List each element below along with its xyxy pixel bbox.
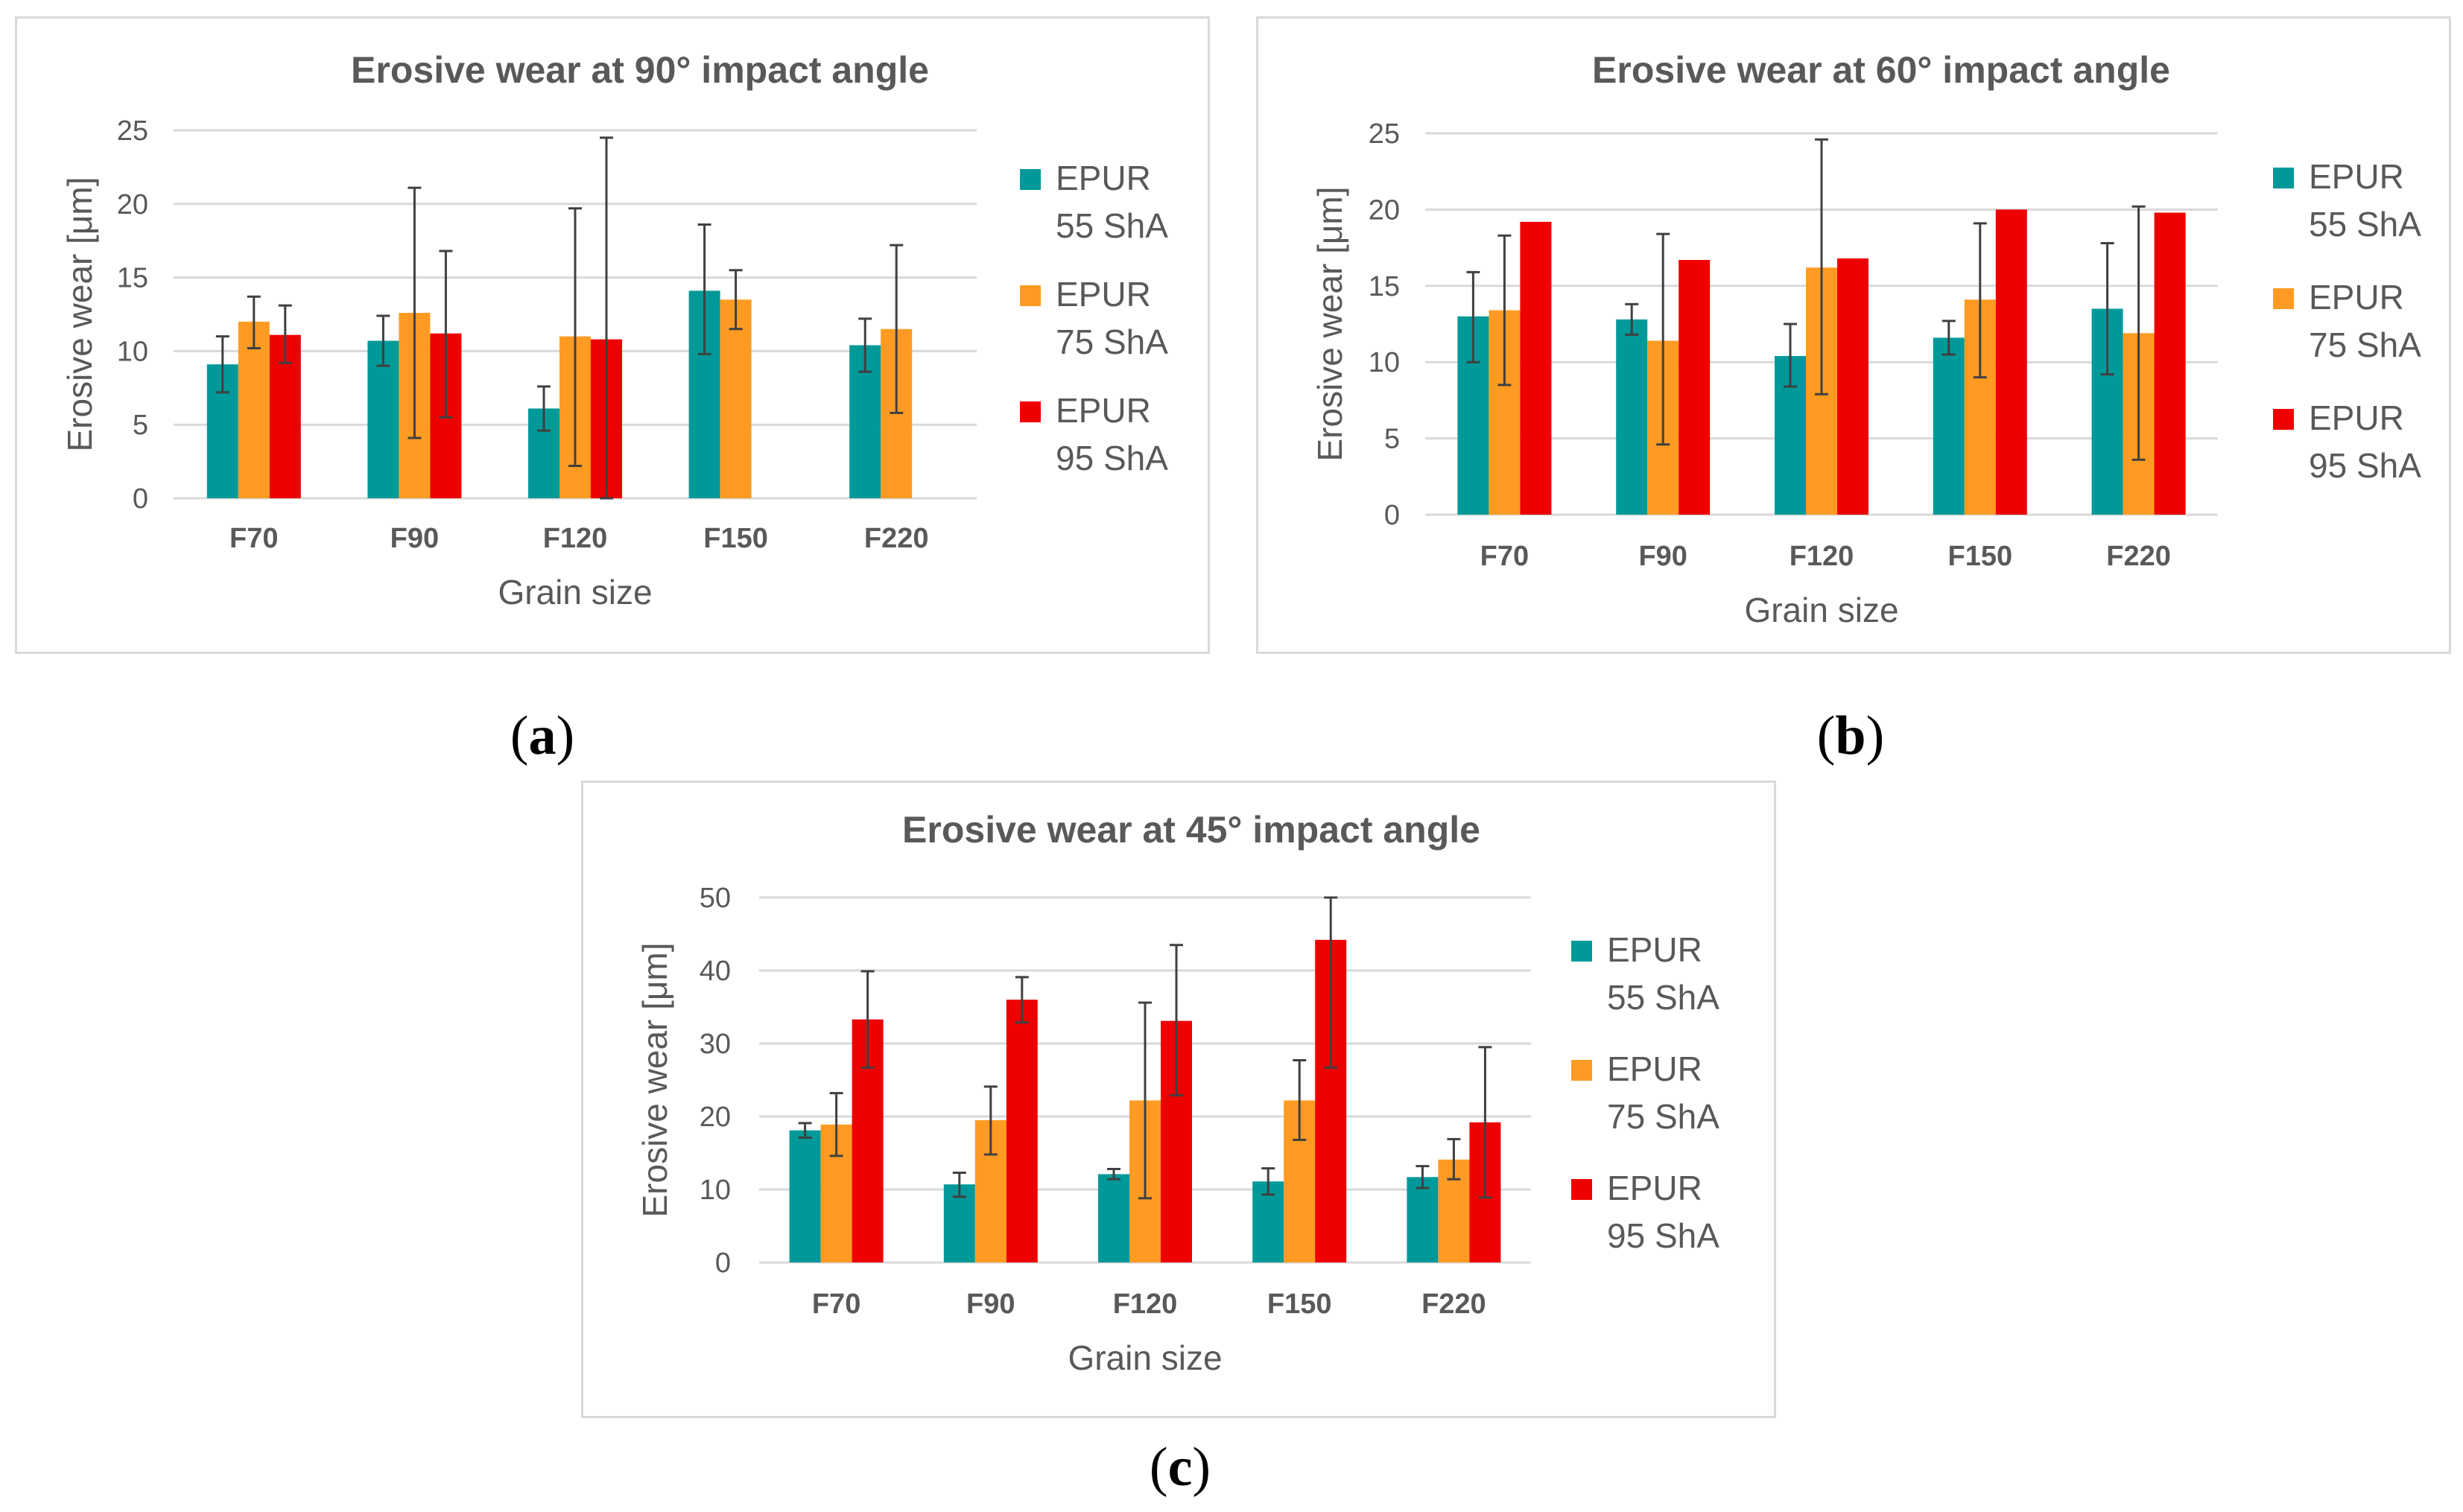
x-tick-label: F70 <box>1480 541 1529 572</box>
chart-title: Erosive wear at 90° impact angle <box>351 49 929 91</box>
bar-epur55-f70 <box>789 1130 821 1262</box>
caption-a: (a) <box>510 705 575 766</box>
legend-label-epur95: EPUR <box>2309 398 2404 437</box>
legend-label-epur55: EPUR <box>1056 159 1151 197</box>
y-tick-label: 25 <box>117 115 148 147</box>
x-tick-label: F90 <box>1638 541 1687 572</box>
legend-swatch-epur95 <box>1571 1179 1592 1200</box>
legend-swatch-epur75 <box>1571 1060 1592 1081</box>
legend-label-epur55: EPUR <box>1607 930 1702 969</box>
x-axis-label: Grain size <box>498 573 652 612</box>
y-tick-label: 25 <box>1369 118 1400 150</box>
legend-swatch-epur95 <box>2273 409 2294 430</box>
y-tick-label: 0 <box>715 1248 731 1279</box>
legend-swatch-epur75 <box>1020 285 1041 306</box>
legend-label-epur95: EPUR <box>1607 1169 1702 1207</box>
y-tick-label: 20 <box>700 1102 731 1133</box>
legend-swatch-epur55 <box>1571 941 1592 962</box>
legend-label-epur95: 95 ShA <box>1056 439 1168 477</box>
y-tick-label: 5 <box>133 410 148 441</box>
x-tick-label: F220 <box>2106 541 2171 572</box>
bar-epur95-f70 <box>1520 221 1552 515</box>
caption-c: (c) <box>1149 1437 1211 1498</box>
y-axis-label: Erosive wear [μm] <box>1310 186 1349 461</box>
y-tick-label: 10 <box>700 1175 731 1206</box>
legend-swatch-epur75 <box>2273 288 2294 309</box>
y-tick-label: 0 <box>1384 500 1400 531</box>
y-axis-label: Erosive wear [μm] <box>60 177 99 451</box>
chart-panel-c: Erosive wear at 45° impact angle 0 10 20 30 4… <box>581 781 1776 1418</box>
x-tick-label: F70 <box>229 523 278 554</box>
legend-label-epur55: 55 ShA <box>1607 978 1719 1017</box>
y-tick-label: 50 <box>700 883 731 914</box>
legend-label-epur55: EPUR <box>2309 157 2404 196</box>
y-tick-label: 20 <box>1369 194 1400 226</box>
bar-epur95-f150 <box>1995 209 2027 515</box>
bar-epur55-f150 <box>1933 337 1965 515</box>
chart-title: Erosive wear at 60° impact angle <box>1592 49 2170 91</box>
legend-label-epur95: EPUR <box>1056 391 1151 430</box>
bar-epur55-f90 <box>1616 319 1648 515</box>
y-axis-label: Erosive wear [μm] <box>635 942 674 1217</box>
bar-epur55-f220 <box>1407 1177 1439 1262</box>
chart-title: Erosive wear at 45° impact angle <box>902 809 1480 851</box>
bar-epur55-f90 <box>367 340 399 498</box>
y-tick-label: 15 <box>117 263 148 294</box>
y-tick-label: 30 <box>700 1029 731 1060</box>
y-tick-label: 15 <box>1369 271 1400 302</box>
bar-epur95-f90 <box>1006 1000 1038 1262</box>
chart-svg-a: Erosive wear at 90° impact angle 0 5 10 15 20… <box>60 49 1168 612</box>
bar-epur55-f120 <box>1098 1174 1129 1262</box>
bar-epur95-f120 <box>1837 258 1868 515</box>
legend-label-epur75: 75 ShA <box>2309 325 2421 364</box>
legend-label-epur75: EPUR <box>1607 1049 1702 1088</box>
x-axis-label: Grain size <box>1744 591 1898 629</box>
bar-epur95-f90 <box>1679 259 1711 515</box>
y-tick-label: 40 <box>700 956 731 987</box>
legend-label-epur75: 75 ShA <box>1607 1097 1719 1136</box>
chart-panel-b: Erosive wear at 60° impact angle 0 5 10 15 20… <box>1256 16 2451 654</box>
caption-b: (b) <box>1816 705 1885 766</box>
x-tick-label: F150 <box>703 523 768 554</box>
y-tick-label: 10 <box>1369 347 1400 378</box>
x-tick-label: F70 <box>812 1289 860 1320</box>
chart-svg-b: Erosive wear at 60° impact angle 0 5 10 15 20… <box>1310 49 2421 629</box>
x-tick-label: F90 <box>390 523 439 554</box>
x-tick-label: F120 <box>1113 1289 1178 1320</box>
chart-svg-c: Erosive wear at 45° impact angle 0 10 20 30 4… <box>635 809 1719 1377</box>
chart-panel-a: Erosive wear at 90° impact angle 0 5 10 15 20… <box>15 16 1210 654</box>
legend-label-epur55: 55 ShA <box>1056 206 1168 245</box>
x-tick-label: F150 <box>1947 541 2012 572</box>
bar-epur95-f220 <box>2154 212 2186 515</box>
x-tick-label: F150 <box>1267 1289 1332 1320</box>
legend-label-epur75: EPUR <box>1056 275 1151 314</box>
x-axis-label: Grain size <box>1068 1338 1222 1377</box>
y-tick-label: 20 <box>117 189 148 220</box>
bar-epur75-f70 <box>238 321 270 498</box>
legend-swatch-epur55 <box>1020 169 1041 190</box>
legend-swatch-epur95 <box>1020 401 1041 422</box>
x-tick-label: F90 <box>966 1289 1015 1320</box>
legend-label-epur95: 95 ShA <box>1607 1216 1719 1255</box>
y-tick-label: 5 <box>1384 424 1400 455</box>
legend-label-epur55: 55 ShA <box>2309 205 2421 244</box>
legend-label-epur75: 75 ShA <box>1056 323 1168 361</box>
x-tick-label: F220 <box>864 523 929 554</box>
y-tick-label: 0 <box>133 483 148 515</box>
y-tick-label: 10 <box>117 336 148 367</box>
x-tick-label: F220 <box>1421 1289 1486 1320</box>
legend-label-epur95: 95 ShA <box>2309 446 2421 485</box>
x-tick-label: F120 <box>543 523 608 554</box>
x-tick-label: F120 <box>1790 541 1854 572</box>
legend-swatch-epur55 <box>2273 168 2294 188</box>
legend-label-epur75: EPUR <box>2309 278 2404 317</box>
bar-epur75-f150 <box>720 299 752 498</box>
